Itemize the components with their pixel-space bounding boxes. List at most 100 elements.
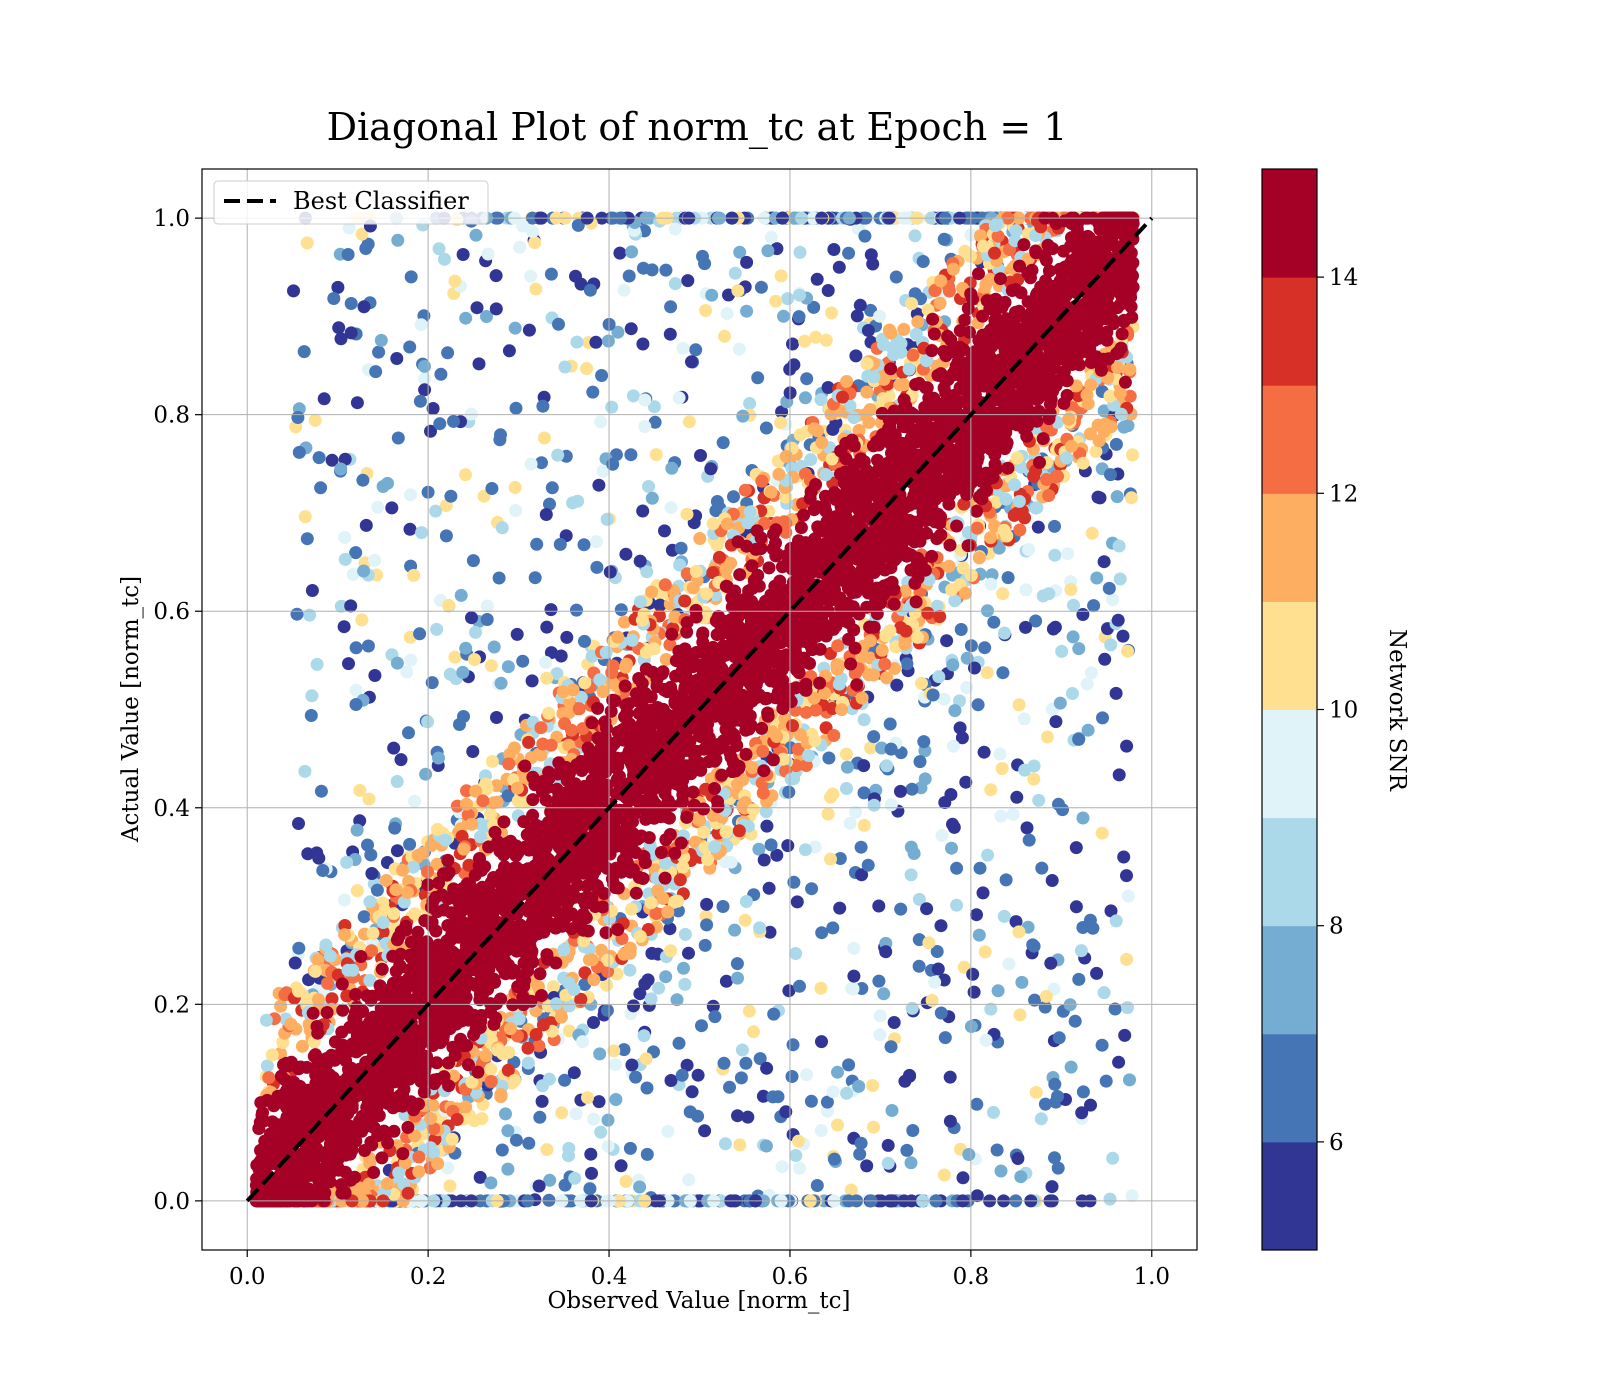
scatter-point: [716, 900, 730, 913]
scatter-point: [354, 950, 368, 963]
scatter-point: [1098, 417, 1112, 431]
scatter-point: [1106, 1151, 1120, 1165]
scatter-point: [938, 1031, 952, 1045]
scatter-point: [1046, 622, 1060, 636]
scatter-point: [966, 967, 980, 981]
scatter-point: [430, 622, 444, 636]
scatter-point: [810, 272, 824, 286]
scatter-point: [444, 489, 458, 503]
scatter-point: [946, 817, 959, 831]
scatter-point: [864, 741, 878, 755]
scatter-point: [521, 1041, 535, 1055]
scatter-point: [532, 1039, 546, 1053]
scatter-point: [906, 1124, 920, 1137]
scatter-point: [601, 965, 615, 978]
scatter-point: [540, 671, 554, 685]
scatter-point: [738, 483, 752, 497]
scatter-point: [808, 840, 822, 854]
scatter-point: [596, 685, 610, 698]
scatter-point: [1053, 696, 1067, 710]
scatter-point: [349, 698, 363, 711]
scatter-point: [810, 1179, 824, 1192]
scatter-point: [682, 1173, 696, 1187]
scatter-point: [861, 858, 875, 872]
scatter-point: [909, 327, 923, 341]
scatter-point: [767, 1007, 781, 1021]
scatter-point: [682, 415, 696, 429]
scatter-point: [625, 633, 639, 647]
scatter-point: [1090, 571, 1104, 585]
scatter-point: [948, 704, 962, 718]
scatter-point: [359, 242, 373, 255]
scatter-point: [993, 747, 1007, 761]
scatter-point: [821, 807, 835, 821]
scatter-point: [793, 979, 806, 993]
scatter-point: [1084, 1098, 1097, 1112]
scatter-point: [492, 571, 506, 585]
scatter-point: [915, 676, 928, 690]
scatter-point: [320, 1006, 334, 1019]
scatter-point: [948, 594, 962, 608]
scatter-point: [619, 1174, 633, 1188]
scatter-point: [357, 300, 371, 314]
scatter-point: [376, 916, 390, 929]
scatter-point: [562, 1141, 576, 1155]
scatter-point: [836, 390, 849, 404]
scatter-point: [456, 248, 470, 261]
scatter-point: [349, 546, 363, 560]
scatter-point: [524, 269, 538, 283]
scatter-point: [501, 1124, 515, 1138]
scatter-point: [508, 321, 522, 335]
scatter-point: [464, 407, 478, 421]
scatter-point: [689, 603, 703, 617]
scatter-point: [636, 337, 650, 351]
scatter-point: [970, 1097, 984, 1111]
scatter-point: [1109, 686, 1123, 700]
scatter-point: [1038, 1097, 1052, 1111]
scatter-point: [325, 992, 339, 1006]
scatter-point: [988, 246, 1001, 260]
scatter-point: [741, 1110, 755, 1124]
scatter-point: [1022, 543, 1036, 556]
scatter-point: [431, 822, 444, 836]
scatter-point: [994, 809, 1008, 823]
scatter-point: [861, 324, 875, 337]
scatter-point: [872, 899, 886, 913]
scatter-point: [934, 919, 948, 933]
scatter-point: [663, 922, 677, 936]
scatter-point: [325, 453, 339, 467]
chart-title: Diagonal Plot of norm_tc at Epoch = 1: [327, 105, 1068, 150]
scatter-point: [473, 1170, 487, 1184]
scatter-point: [760, 1061, 774, 1075]
scatter-point: [770, 848, 784, 862]
scatter-point: [733, 1138, 747, 1152]
scatter-point: [1006, 807, 1020, 821]
scatter-point: [931, 962, 945, 976]
scatter-point: [743, 397, 757, 410]
scatter-point: [846, 982, 860, 996]
scatter-point: [1110, 490, 1124, 504]
scatter-point: [674, 541, 688, 555]
scatter-point: [904, 840, 918, 854]
scatter-point: [821, 284, 835, 297]
scatter-point: [1123, 363, 1137, 376]
scatter-point: [342, 221, 356, 235]
scatter-point: [521, 1056, 535, 1070]
scatter-point: [353, 783, 367, 797]
scatter-point: [889, 270, 903, 284]
scatter-point: [396, 863, 410, 877]
plot-area: 0.0 0.2 0.4 0.6 0.8 1.0 0.00.20.40.60.81.0: [153, 168, 1198, 1290]
scatter-point: [1097, 404, 1111, 418]
scatter-point: [594, 1125, 608, 1139]
scatter-point: [601, 1139, 615, 1153]
scatter-point: [539, 655, 553, 669]
scatter-point: [292, 984, 305, 998]
scatter-point: [827, 1152, 841, 1166]
scatter-point: [678, 594, 692, 608]
scatter-point: [664, 501, 678, 515]
scatter-point: [331, 280, 345, 294]
scatter-point: [1102, 581, 1116, 595]
scatter-point: [880, 671, 893, 685]
scatter-point: [484, 1062, 498, 1076]
scatter-point: [459, 311, 473, 325]
